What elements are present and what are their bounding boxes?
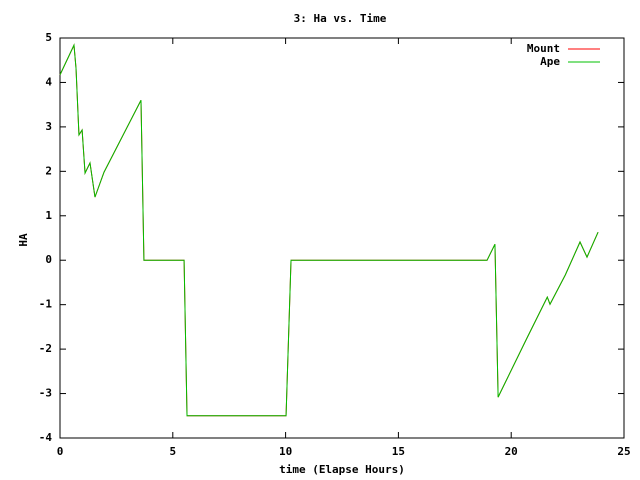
y-tick-label: 2	[45, 164, 52, 177]
legend-label: Ape	[540, 55, 560, 68]
x-tick-label: 15	[392, 445, 405, 458]
x-tick-label: 25	[617, 445, 630, 458]
chart-title: 3: Ha vs. Time	[294, 12, 387, 25]
y-tick-label: -3	[39, 387, 52, 400]
y-tick-label: 1	[45, 209, 52, 222]
y-tick-label: 0	[45, 253, 52, 266]
y-tick-label: 5	[45, 31, 52, 44]
y-tick-label: 3	[45, 120, 52, 133]
y-tick-label: -2	[39, 342, 52, 355]
x-tick-label: 20	[505, 445, 518, 458]
y-axis-label: HA	[17, 233, 30, 247]
legend-label: Mount	[527, 42, 560, 55]
x-tick-label: 0	[57, 445, 64, 458]
data-line	[59, 43, 599, 417]
x-tick-label: 10	[279, 445, 292, 458]
y-tick-label: 4	[45, 75, 52, 88]
x-tick-label: 5	[169, 445, 176, 458]
y-tick-label: -4	[39, 431, 53, 444]
x-axis-label: time (Elapse Hours)	[279, 463, 405, 476]
y-tick-label: -1	[39, 298, 53, 311]
plot-border	[59, 37, 625, 439]
